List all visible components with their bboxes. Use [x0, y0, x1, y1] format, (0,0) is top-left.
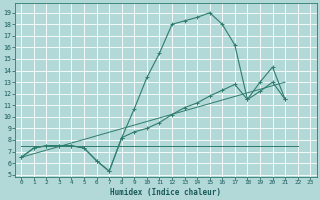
- X-axis label: Humidex (Indice chaleur): Humidex (Indice chaleur): [110, 188, 221, 197]
